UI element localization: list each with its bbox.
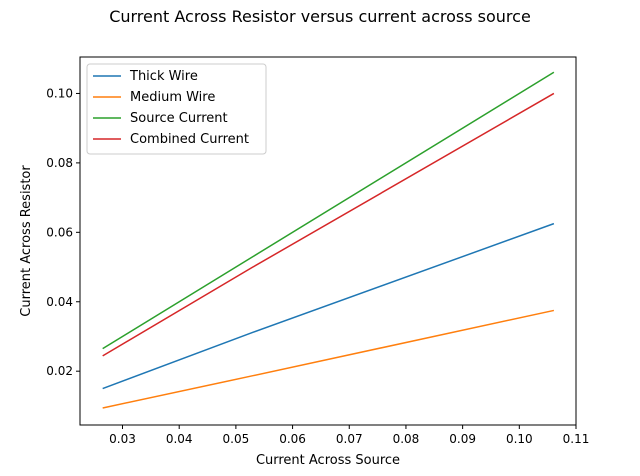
x-tick-label: 0.10 (506, 432, 533, 446)
legend-label: Thick Wire (129, 69, 198, 84)
axes-frame (79, 56, 577, 426)
x-tick-label: 0.11 (563, 432, 590, 446)
x-tick-label: 0.06 (279, 432, 306, 446)
legend-label: Source Current (130, 111, 228, 126)
x-axis-label: Current Across Source (256, 453, 400, 468)
x-tick-label: 0.04 (166, 432, 193, 446)
y-axis-label: Current Across Resistor (19, 165, 34, 317)
series-line-thick-wire (102, 222, 555, 390)
legend-label: Medium Wire (130, 90, 215, 105)
y-tick-label: 0.02 (46, 364, 73, 378)
series-line-medium-wire (102, 309, 555, 409)
plot-area: 0.03 0.04 0.05 0.06 0.07 0.08 0.09 0.10 0.11 0.02… (46, 56, 590, 446)
x-tick-label: 0.07 (336, 432, 363, 446)
legend-box (86, 63, 267, 155)
series-line-combined-current (102, 92, 555, 357)
x-tick-label: 0.03 (109, 432, 136, 446)
x-tick-label: 0.05 (223, 432, 250, 446)
y-tick-label: 0.10 (46, 86, 73, 100)
x-tick-label: 0.09 (449, 432, 476, 446)
legend-label: Combined Current (130, 132, 249, 147)
y-tick-label: 0.04 (46, 295, 73, 309)
legend: Thick Wire Medium Wire Source Current Combi… (86, 63, 267, 155)
series-line-source-current (102, 71, 555, 350)
x-tick-label: 0.08 (393, 432, 420, 446)
y-tick-label: 0.06 (46, 225, 73, 239)
chart-title: Current Across Resistor versus current a… (109, 7, 531, 26)
y-tick-label: 0.08 (46, 156, 73, 170)
